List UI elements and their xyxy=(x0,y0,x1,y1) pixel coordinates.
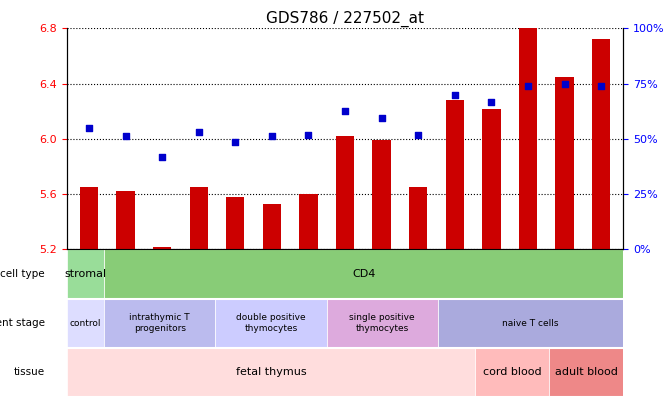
Bar xyxy=(592,39,610,249)
Bar xyxy=(482,109,500,249)
Bar xyxy=(336,136,354,249)
Point xyxy=(486,98,496,105)
FancyBboxPatch shape xyxy=(67,348,475,397)
FancyBboxPatch shape xyxy=(67,298,104,348)
Text: development stage: development stage xyxy=(0,318,45,328)
Point xyxy=(340,108,350,115)
FancyBboxPatch shape xyxy=(104,298,215,348)
Point xyxy=(120,133,131,139)
Bar xyxy=(409,187,427,249)
Point xyxy=(303,132,314,138)
Bar xyxy=(555,77,574,249)
Text: control: control xyxy=(70,319,101,328)
Bar xyxy=(190,187,208,249)
Bar xyxy=(519,28,537,249)
FancyBboxPatch shape xyxy=(215,298,326,348)
Text: stromal: stromal xyxy=(64,269,107,279)
Point xyxy=(413,132,423,138)
FancyBboxPatch shape xyxy=(475,348,549,397)
Point xyxy=(230,139,241,145)
Text: intrathymic T
progenitors: intrathymic T progenitors xyxy=(129,313,190,333)
Bar xyxy=(299,194,318,249)
Text: tissue: tissue xyxy=(13,367,45,377)
Point xyxy=(194,129,204,135)
FancyBboxPatch shape xyxy=(549,348,623,397)
Text: CD4: CD4 xyxy=(352,269,375,279)
Text: cord blood: cord blood xyxy=(482,367,541,377)
Bar xyxy=(117,192,135,249)
Bar xyxy=(153,247,172,249)
Text: double positive
thymocytes: double positive thymocytes xyxy=(236,313,306,333)
FancyBboxPatch shape xyxy=(438,298,623,348)
Point xyxy=(84,125,94,131)
Text: single positive
thymocytes: single positive thymocytes xyxy=(349,313,415,333)
Point xyxy=(157,153,168,160)
Point xyxy=(377,115,387,122)
Bar xyxy=(226,197,245,249)
FancyBboxPatch shape xyxy=(326,298,438,348)
Text: naive T cells: naive T cells xyxy=(502,319,559,328)
Bar xyxy=(80,187,98,249)
FancyBboxPatch shape xyxy=(104,249,623,298)
Bar xyxy=(263,204,281,249)
Point xyxy=(596,83,606,90)
Title: GDS786 / 227502_at: GDS786 / 227502_at xyxy=(266,11,424,27)
Bar xyxy=(373,140,391,249)
Point xyxy=(450,92,460,98)
Bar xyxy=(446,100,464,249)
FancyBboxPatch shape xyxy=(67,249,104,298)
Point xyxy=(559,80,570,87)
Text: adult blood: adult blood xyxy=(555,367,618,377)
Point xyxy=(523,83,533,90)
Text: fetal thymus: fetal thymus xyxy=(236,367,306,377)
Point xyxy=(267,133,277,139)
Text: cell type: cell type xyxy=(0,269,45,279)
